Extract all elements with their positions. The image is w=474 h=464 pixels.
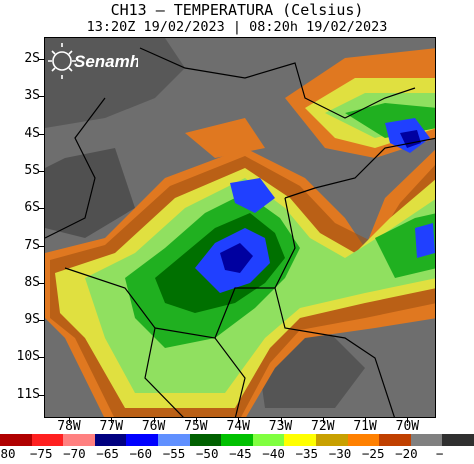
colorbar-segment — [126, 434, 158, 446]
lat-label: 5S — [24, 162, 40, 178]
lat-tick — [38, 170, 44, 172]
map-title: CH13 – TEMPERATURA (Celsius) — [110, 1, 364, 19]
lat-label: 9S — [24, 312, 40, 328]
colorbar-label: −30 — [328, 446, 352, 461]
colorbar-label: −40 — [262, 446, 285, 461]
senamhi-logo: Senamhi — [48, 43, 138, 79]
colorbar-label: −65 — [96, 446, 119, 461]
lon-tick — [407, 418, 409, 423]
colorbar-segment — [347, 434, 380, 446]
lon-tick — [280, 418, 282, 423]
colorbar-segment — [221, 434, 253, 446]
lon-label: 74W — [226, 419, 250, 434]
lat-tick — [38, 320, 44, 322]
lat-tick — [38, 282, 44, 284]
colorbar-label: −70 — [63, 446, 86, 461]
svg-text:Senamhi: Senamhi — [74, 52, 138, 71]
colorbar-label: 80 — [0, 446, 16, 461]
colorbar-label: −50 — [195, 446, 219, 461]
temperature-field — [45, 38, 435, 417]
colorbar-segment — [410, 434, 443, 446]
lon-label: 70W — [395, 419, 420, 434]
lon-tick — [195, 418, 197, 423]
lat-tick — [38, 96, 44, 98]
lat-label: 4S — [24, 125, 40, 141]
colorbar-segment — [63, 434, 95, 446]
lat-label: 6S — [24, 200, 40, 216]
lon-label: 78W — [57, 419, 81, 434]
lat-label: 8S — [24, 274, 40, 290]
colorbar-segment — [252, 434, 285, 446]
lon-label: 76W — [141, 419, 166, 434]
lat-label: 2S — [24, 51, 40, 66]
lat-label: 7S — [24, 237, 40, 253]
lat-label: 11S — [16, 386, 40, 402]
lon-label: 73W — [268, 419, 293, 434]
map-timestamp: 13:20Z 19/02/2023 | 08:20h 19/02/2023 — [86, 19, 388, 35]
lon-label: 77W — [99, 419, 124, 434]
political-borders — [45, 47, 435, 417]
lon-tick — [69, 418, 70, 423]
lon-label: 72W — [311, 419, 335, 434]
colorbar-label: −60 — [129, 446, 153, 461]
lat-tick — [38, 394, 44, 396]
colorbar-label: − — [435, 446, 444, 461]
lon-label: 71W — [353, 419, 377, 434]
lat-tick — [38, 245, 44, 247]
lat-label: 10S — [16, 349, 40, 365]
colorbar-label: −20 — [395, 446, 418, 461]
lat-tick — [38, 357, 44, 359]
lon-tick — [322, 418, 324, 423]
lon-tick — [111, 418, 113, 423]
colorbar-label: −25 — [361, 446, 385, 461]
satellite-map — [44, 37, 436, 418]
lon-tick — [153, 418, 155, 423]
temperature-colorbar — [0, 434, 474, 446]
colorbar-segment — [315, 434, 348, 446]
colorbar-segment — [284, 434, 316, 446]
colorbar-segment — [31, 434, 64, 446]
colorbar-segment — [157, 434, 190, 446]
colorbar-segment — [0, 434, 32, 446]
lat-label: 3S — [24, 88, 40, 104]
colorbar-segment — [379, 434, 411, 446]
lon-tick — [365, 418, 367, 423]
lat-tick — [38, 133, 44, 135]
colorbar-segment — [189, 434, 222, 446]
colorbar-label: −55 — [162, 446, 186, 461]
colorbar-label: −35 — [295, 446, 319, 461]
lon-tick — [238, 418, 240, 423]
colorbar-segment — [94, 434, 127, 446]
lat-tick — [38, 59, 44, 60]
lon-label: 75W — [184, 419, 208, 434]
colorbar-segment — [442, 434, 474, 446]
lat-tick — [38, 208, 44, 210]
colorbar-label: −75 — [29, 446, 53, 461]
colorbar-label: −45 — [229, 446, 252, 461]
